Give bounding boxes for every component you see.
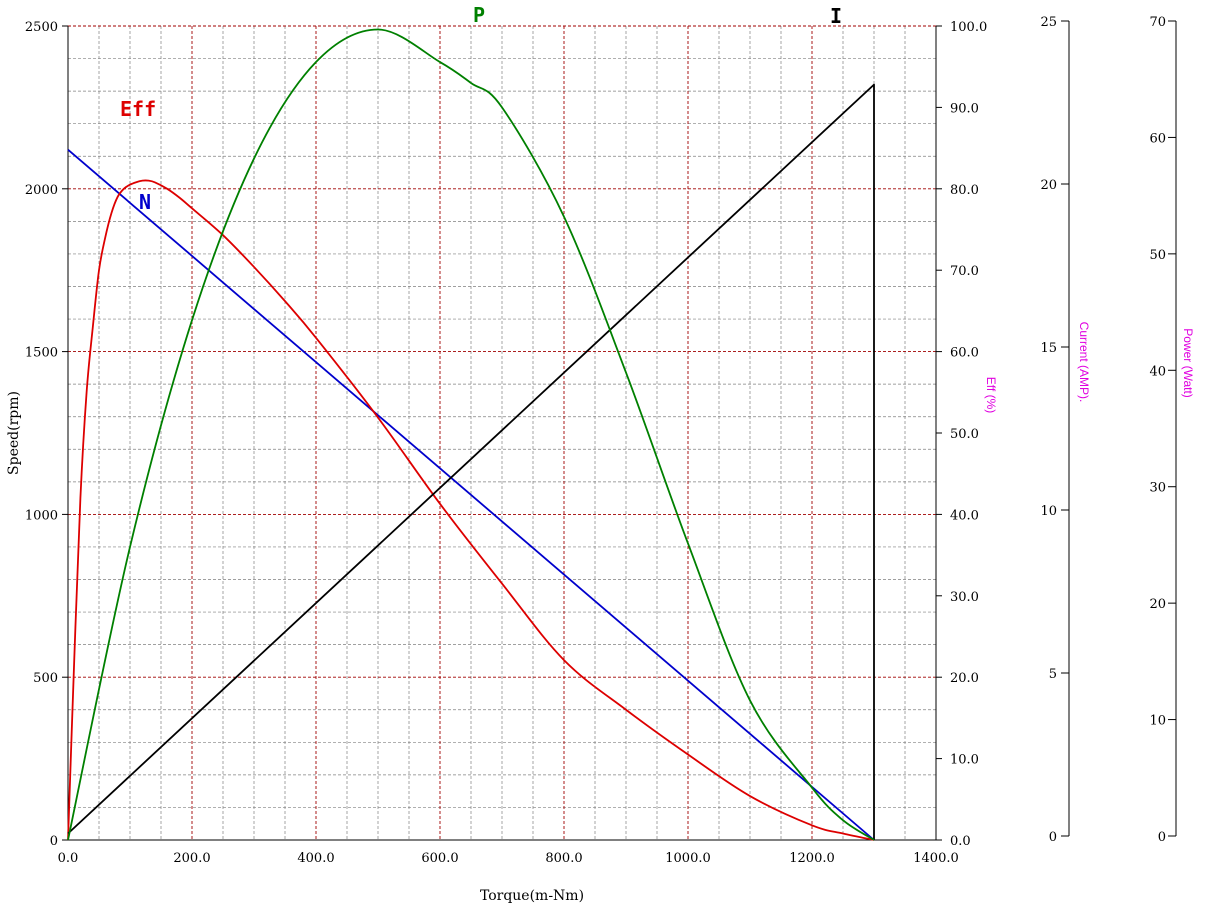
x-tick-label: 1400.0 [913,851,959,866]
axes: 0.0 200.0 400.0 600.0 800.0 1000.0 1200.0 1400.… [6,15,1195,904]
current-tick-label: 25 [1040,15,1057,30]
speed-tick-label: 2000 [25,183,58,198]
power-tick-label: 10 [1149,714,1166,729]
efficiency-curve [67,179,875,841]
series [67,28,875,841]
power-axis-title: Power (Watt) [1181,328,1195,398]
speed-tick-label: 1500 [25,346,58,361]
efficiency-tick-label: 60.0 [950,346,979,361]
speed-curve-label: N [139,190,151,214]
efficiency-tick-label: 90.0 [950,101,979,116]
efficiency-tick-label: 0.0 [950,834,971,849]
x-tick-label: 800.0 [545,851,582,866]
x-tick-label: 400.0 [297,851,334,866]
efficiency-tick-label: 20.0 [950,671,979,686]
power-tick-label: 60 [1149,131,1166,146]
power-tick-label: 40 [1149,364,1166,379]
current-curve [67,83,875,840]
efficiency-tick-label: 80.0 [950,183,979,198]
efficiency-tick-label: 70.0 [950,264,979,279]
current-tick-label: 0 [1049,830,1057,845]
speed-tick-label: 1000 [25,508,58,523]
power-tick-label: 0 [1158,830,1166,845]
current-tick-label: 15 [1040,341,1057,356]
current-tick-label: 5 [1049,667,1057,682]
efficiency-axis-title: Eff (%) [984,377,998,413]
x-tick-label: 0.0 [58,851,79,866]
current-axis-title: Current (AMP). [1077,322,1091,403]
power-curve-label: P [473,3,485,27]
speed-tick-label: 500 [33,671,58,686]
efficiency-tick-label: 40.0 [950,508,979,523]
efficiency-curve-label: Eff [120,97,156,121]
power-tick-label: 50 [1149,248,1166,263]
efficiency-tick-label: 100.0 [950,20,987,35]
power-tick-label: 30 [1149,481,1166,496]
speed-tick-label: 0 [50,834,58,849]
power-tick-label: 70 [1149,15,1166,30]
power-tick-label: 20 [1149,597,1166,612]
speed-axis-title: Speed(rpm) [6,391,22,475]
x-tick-label: 600.0 [421,851,458,866]
speed-curve [67,149,875,841]
labels: Eff N P I [120,3,842,214]
x-axis-title: Torque(m-Nm) [480,888,584,904]
speed-tick-label: 2500 [25,20,58,35]
efficiency-tick-label: 50.0 [950,427,979,442]
x-tick-label: 1200.0 [789,851,835,866]
current-tick-label: 10 [1040,504,1057,519]
current-curve-label: I [830,4,842,28]
efficiency-tick-label: 10.0 [950,753,979,768]
current-tick-label: 20 [1040,178,1057,193]
power-curve [67,28,875,841]
x-tick-label: 1000.0 [665,851,711,866]
efficiency-tick-label: 30.0 [950,590,979,605]
x-tick-label: 200.0 [173,851,210,866]
